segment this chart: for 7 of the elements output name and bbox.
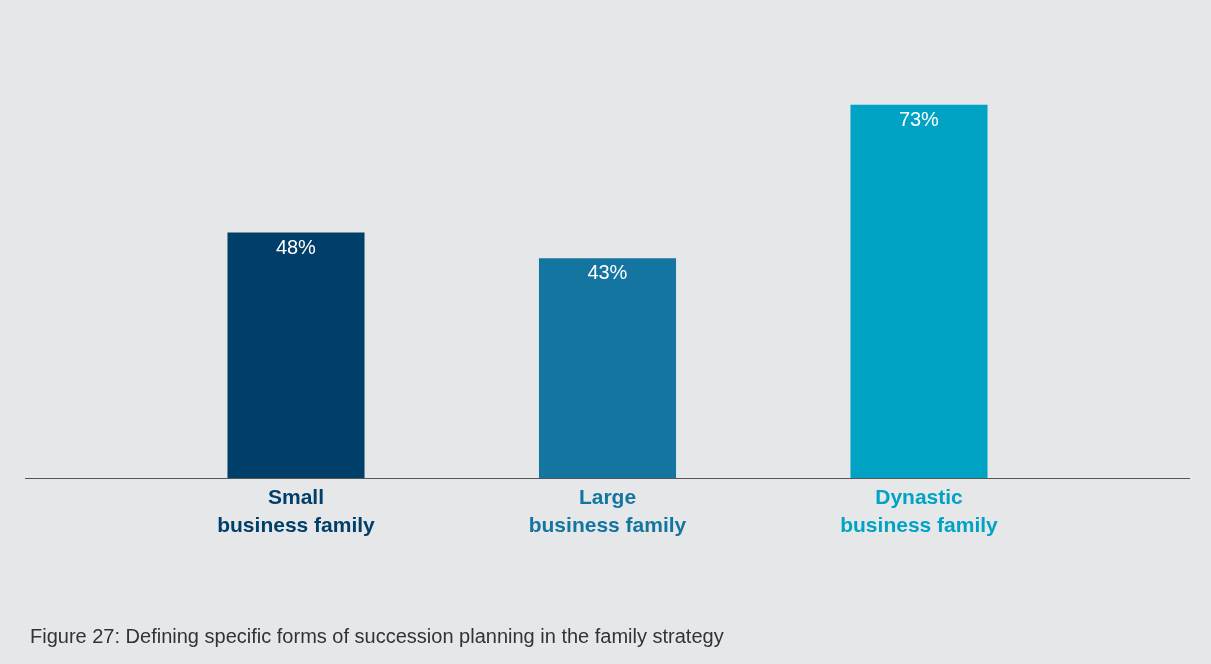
data-label: 73% — [898, 107, 940, 130]
x-tick-label: Dynastic business family — [840, 485, 999, 536]
x-tick-label: Large business family — [528, 485, 687, 536]
data-label: 43% — [587, 261, 628, 284]
x-tick-label: Small business family — [217, 485, 376, 536]
caption: Figure 27: Defining specific forms of succession planning in the family strategy — [30, 625, 724, 647]
data-label: 48% — [275, 235, 317, 258]
